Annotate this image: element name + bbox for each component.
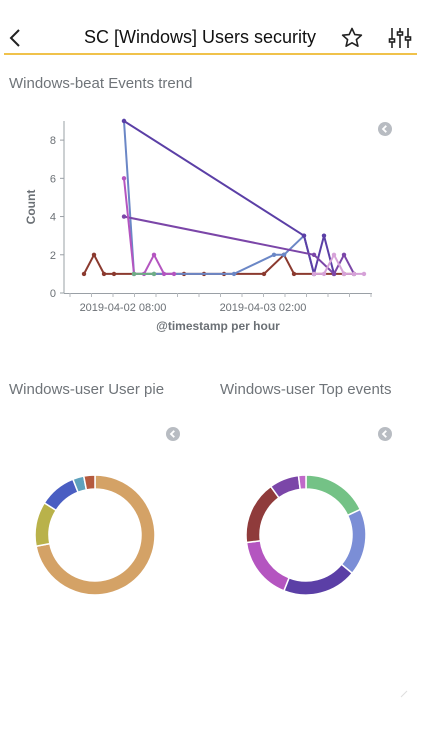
- header-accent-line: [4, 53, 417, 55]
- events-trend-chart: 0 2 4 6 8 2019-04-02 08:00 2019-04-03 02:00 @ti…: [24, 118, 372, 333]
- data-point: [121, 176, 127, 181]
- pie-slice: [305, 474, 362, 517]
- data-point: [351, 271, 357, 277]
- x-tick-label: 2019-04-02 08:00: [80, 302, 167, 314]
- sliders-icon[interactable]: [388, 26, 412, 50]
- chevron-left-icon[interactable]: [6, 26, 26, 50]
- data-point: [151, 252, 157, 257]
- data-point: [151, 271, 157, 277]
- data-point: [231, 271, 237, 277]
- data-point: [281, 252, 287, 257]
- data-point: [291, 271, 297, 277]
- y-axis-label: Count: [24, 190, 38, 225]
- y-tick-label: 8: [50, 135, 56, 147]
- data-point: [341, 271, 347, 277]
- pie-slice: [245, 485, 281, 544]
- series-line: [123, 120, 335, 275]
- data-point: [81, 271, 87, 277]
- data-point: [311, 252, 317, 257]
- series-line: [123, 120, 315, 275]
- data-point: [261, 271, 267, 277]
- pie-slice: [282, 563, 354, 596]
- app-header: SC [Windows] Users security: [0, 0, 422, 56]
- page-title: SC [Windows] Users security: [84, 27, 317, 47]
- pie-slice: [34, 501, 58, 548]
- data-point: [331, 271, 337, 277]
- y-tick-label: 6: [50, 173, 56, 185]
- data-point: [331, 252, 337, 257]
- collapse-legend-icon[interactable]: [378, 427, 392, 441]
- collapse-legend-icon[interactable]: [166, 427, 180, 441]
- data-point: [341, 252, 347, 257]
- panel-title-trend: Windows-beat Events trend: [9, 75, 193, 92]
- y-tick-label: 2: [50, 250, 56, 262]
- data-point: [121, 118, 127, 124]
- collapse-legend-icon[interactable]: [378, 122, 392, 136]
- x-axis-label: @timestamp per hour: [156, 319, 280, 333]
- data-point: [311, 271, 317, 277]
- y-tick-label: 4: [50, 212, 56, 224]
- pie-slice: [245, 539, 291, 592]
- y-tick-label: 0: [50, 288, 56, 300]
- series-line: [314, 253, 364, 275]
- data-point: [321, 271, 327, 277]
- data-point: [131, 271, 137, 277]
- panel-title-top-events: Windows-user Top events: [220, 381, 392, 398]
- data-point: [101, 271, 107, 277]
- data-point: [361, 271, 367, 277]
- pie-slice: [43, 478, 80, 512]
- resize-corner-icon: [400, 690, 408, 698]
- panel-title-user-pie: Windows-user User pie: [9, 381, 165, 398]
- pie-slice: [35, 474, 156, 596]
- data-point: [301, 233, 307, 238]
- data-point: [161, 271, 167, 277]
- data-point: [111, 271, 117, 277]
- pie-slice: [82, 474, 96, 491]
- user-pie-chart: [34, 474, 156, 596]
- pie-slice: [340, 508, 367, 575]
- data-point: [91, 252, 97, 257]
- star-icon[interactable]: [340, 26, 364, 50]
- data-point: [171, 271, 177, 277]
- top-events-pie-chart: [245, 474, 367, 596]
- x-tick-label: 2019-04-03 02:00: [220, 302, 307, 314]
- pie-slice: [297, 474, 307, 491]
- data-point: [321, 233, 327, 238]
- data-point: [271, 252, 277, 257]
- data-point: [121, 214, 127, 219]
